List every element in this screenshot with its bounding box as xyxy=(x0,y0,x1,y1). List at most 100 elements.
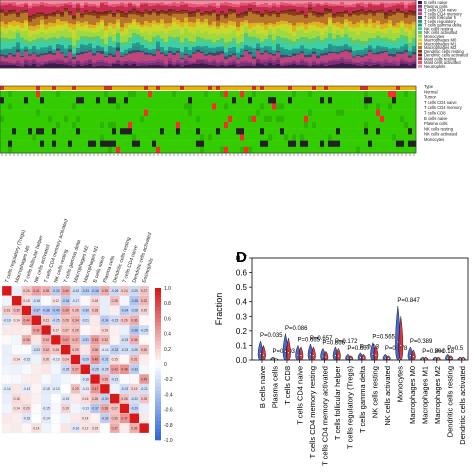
heatmap-cell xyxy=(176,122,181,129)
stacked-bar-segment xyxy=(80,13,85,15)
stacked-bar-segment xyxy=(296,26,301,31)
stacked-bar-segment xyxy=(12,62,17,64)
stacked-bar-segment xyxy=(16,24,21,30)
stacked-bar-segment xyxy=(16,49,21,53)
heatmap-cell xyxy=(196,115,201,123)
stacked-bar-segment xyxy=(352,50,357,54)
stacked-bar-segment xyxy=(276,59,281,64)
stacked-bar-segment xyxy=(236,52,241,57)
heatmap-cell xyxy=(212,146,217,154)
stacked-bar-segment xyxy=(16,42,21,46)
stacked-bar-segment xyxy=(344,7,349,11)
stacked-bar-segment xyxy=(404,8,409,13)
heatmap-cell xyxy=(368,103,373,110)
stacked-bar-segment xyxy=(0,5,5,10)
heatmap-cell xyxy=(244,97,249,104)
type-cell xyxy=(80,86,85,90)
violin-median xyxy=(262,354,265,357)
corr-cell xyxy=(1,325,12,336)
x-tick-label: T cells gamma delta xyxy=(358,365,367,433)
stacked-bar-segment xyxy=(196,0,201,5)
heatmap-cell xyxy=(152,91,157,98)
heatmap-cell xyxy=(172,134,177,141)
stacked-bar-segment xyxy=(320,34,325,40)
heatmap-cell xyxy=(32,97,37,104)
stacked-bar-segment xyxy=(372,62,377,65)
stacked-bar-segment xyxy=(192,44,197,47)
heatmap-cell xyxy=(284,115,289,123)
heatmap-cell xyxy=(112,103,117,110)
heatmap-cell xyxy=(364,97,369,104)
heatmap-cell xyxy=(384,115,389,123)
heatmap-cell xyxy=(368,109,373,116)
heatmap-cell xyxy=(168,134,173,141)
stacked-bar-segment xyxy=(164,28,169,34)
heatmap-cell xyxy=(56,122,61,129)
stacked-bar-segment xyxy=(236,43,241,48)
stacked-bar-segment xyxy=(308,24,313,33)
heatmap-cell xyxy=(124,140,129,147)
stacked-bar-segment xyxy=(4,60,9,63)
stacked-bar-segment xyxy=(172,37,177,40)
heatmap-cell xyxy=(184,91,189,98)
type-cell xyxy=(92,86,97,90)
violin-median xyxy=(371,353,374,356)
type-cell xyxy=(160,86,165,90)
stacked-bar-segment xyxy=(188,21,193,27)
stacked-bar-segment xyxy=(260,43,265,48)
stacked-bar-segment xyxy=(196,63,201,69)
stacked-bar-segment xyxy=(192,3,197,8)
heatmap-cell xyxy=(52,109,57,116)
heatmap-cell xyxy=(28,122,33,129)
violin-mark xyxy=(298,346,304,361)
stacked-bar-segment xyxy=(148,54,153,61)
heatmap-cell xyxy=(304,122,309,129)
heatmap-cell xyxy=(220,97,225,104)
heatmap-cell xyxy=(404,97,409,104)
stacked-bar-segment xyxy=(200,32,205,39)
heatmap-cell xyxy=(164,128,169,135)
stacked-bar-segment xyxy=(104,62,109,66)
stacked-bar-segment xyxy=(340,23,345,29)
heatmap-cell xyxy=(332,109,337,116)
stacked-bar-segment xyxy=(232,13,237,22)
stacked-bar-segment xyxy=(80,22,85,27)
heatmap-cell xyxy=(412,140,417,147)
corr-cell xyxy=(129,374,140,385)
stacked-bar-segment xyxy=(316,4,321,12)
heatmap-cell xyxy=(92,134,97,141)
stacked-bar-segment xyxy=(24,60,29,65)
stacked-bar-segment xyxy=(352,61,357,64)
p-value-label: P=0.5 xyxy=(447,346,464,352)
stacked-bar-segment xyxy=(40,0,45,3)
stacked-bar-segment xyxy=(168,0,173,4)
stacked-bar-segment xyxy=(140,16,145,25)
heatmap-cell xyxy=(228,146,233,154)
stacked-bar-segment xyxy=(24,64,29,69)
stacked-bar-segment xyxy=(352,31,357,41)
heatmap-cell xyxy=(412,134,417,141)
stacked-bar-segment xyxy=(228,47,233,51)
stacked-bar-segment xyxy=(4,0,9,3)
heatmap-cell xyxy=(220,134,225,141)
heatmap-cell xyxy=(288,91,293,98)
stacked-bar-segment xyxy=(228,14,233,21)
stacked-bar-segment xyxy=(380,29,385,33)
corr-cell xyxy=(139,354,150,365)
stacked-bar-segment xyxy=(172,65,177,69)
stacked-bar-segment xyxy=(100,61,105,66)
stacked-bar-segment xyxy=(204,39,209,42)
stacked-bar-segment xyxy=(384,23,389,29)
stacked-bar-segment xyxy=(132,3,137,6)
stacked-bar-segment xyxy=(44,41,49,48)
stacked-bar-segment xyxy=(228,41,233,45)
stacked-bar-segment xyxy=(100,46,105,49)
heatmap-cell xyxy=(320,91,325,98)
heatmap-cell xyxy=(304,103,309,110)
heatmap-cell xyxy=(352,97,357,104)
heatmap-cell xyxy=(224,122,229,129)
stacked-bar-segment xyxy=(16,32,21,37)
heatmap-cell xyxy=(400,103,405,110)
stacked-bar-segment xyxy=(240,65,245,69)
stacked-bar-segment xyxy=(176,6,181,11)
